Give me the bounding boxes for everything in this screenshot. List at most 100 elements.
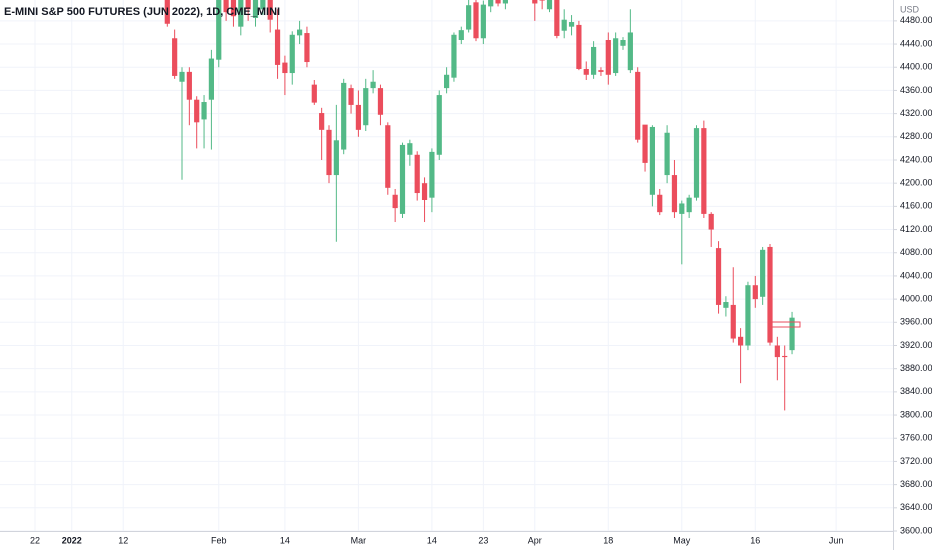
candle-body xyxy=(627,32,633,71)
candle-body xyxy=(466,5,472,30)
candle-body xyxy=(216,0,222,60)
candle-body xyxy=(495,0,501,4)
y-tick-label: 4280.00 xyxy=(900,131,932,141)
x-tick-label: Apr xyxy=(528,535,542,545)
drawing-box xyxy=(771,321,801,328)
candle-body xyxy=(686,197,692,213)
candle-body xyxy=(444,74,450,89)
candle-body xyxy=(576,24,582,69)
candle-body xyxy=(414,154,420,194)
candle-body xyxy=(657,194,663,213)
candle-body xyxy=(649,126,655,195)
y-tick-label: 4080.00 xyxy=(900,247,932,257)
y-tick-label: 4240.00 xyxy=(900,154,932,164)
candle-body xyxy=(370,81,376,89)
candle-body xyxy=(436,95,442,155)
candle-body xyxy=(591,46,597,75)
y-tick-label: 3920.00 xyxy=(900,340,932,350)
candle-body xyxy=(693,128,700,198)
candle-body xyxy=(701,128,707,214)
candle-body xyxy=(164,0,170,24)
x-tick-label: 12 xyxy=(118,535,128,545)
candle-body xyxy=(289,34,295,74)
y-tick-label: 3880.00 xyxy=(900,363,932,373)
y-tick-label: 3760.00 xyxy=(900,433,932,443)
candle-body xyxy=(333,140,339,176)
candle-body xyxy=(377,88,384,115)
candle-body xyxy=(789,317,795,351)
y-tick-label: 3680.00 xyxy=(900,479,932,489)
candle-body xyxy=(546,0,553,10)
x-tick-label: 14 xyxy=(427,535,437,545)
candle-body xyxy=(473,2,479,39)
candle-body xyxy=(598,70,604,72)
candle-body xyxy=(429,151,435,198)
candle-body xyxy=(502,0,508,4)
chart-title: E-MINI S&P 500 FUTURES (JUN 2022), 1D, C… xyxy=(4,6,280,18)
candle-body xyxy=(304,33,310,63)
y-tick-label: 3720.00 xyxy=(900,456,932,466)
y-tick-label: 4360.00 xyxy=(900,85,932,95)
candle-body xyxy=(774,345,780,358)
candle-body xyxy=(297,29,303,36)
candle-body xyxy=(392,194,398,209)
x-tick-label: Mar xyxy=(351,535,367,545)
candle-body xyxy=(399,144,406,214)
candle-body xyxy=(407,143,413,155)
candle-body xyxy=(767,246,773,343)
candle-body xyxy=(451,34,457,78)
candle-body xyxy=(642,124,648,163)
candle-body xyxy=(274,29,281,65)
y-tick-label: 3960.00 xyxy=(900,317,932,327)
candle-body xyxy=(421,183,428,200)
x-tick-label: 2022 xyxy=(62,535,82,545)
candle-body xyxy=(326,129,332,176)
candle-body xyxy=(480,4,486,39)
candle-body xyxy=(201,102,207,120)
y-tick-label: 4400.00 xyxy=(900,62,932,72)
candle-body xyxy=(230,0,237,17)
candle-body xyxy=(605,39,611,75)
candle-body xyxy=(267,0,273,20)
y-tick-label: 4160.00 xyxy=(900,201,932,211)
candle-body xyxy=(679,203,685,214)
y-tick-label: 3640.00 xyxy=(900,502,932,512)
candle-body xyxy=(385,125,391,188)
candle-body xyxy=(554,0,560,36)
candle-body xyxy=(568,22,575,27)
candle-body xyxy=(752,285,758,300)
candle-body xyxy=(172,38,178,76)
candle-body xyxy=(745,285,751,346)
candle-body xyxy=(708,213,714,230)
y-tick-label: 4200.00 xyxy=(900,178,932,188)
candle-body xyxy=(194,99,200,123)
y-tick-label: 4120.00 xyxy=(900,224,932,234)
candle-body xyxy=(715,248,722,305)
candle-body xyxy=(260,0,266,10)
x-tick-label: Feb xyxy=(211,535,227,545)
candle-body xyxy=(458,30,464,40)
y-tick-label: 3800.00 xyxy=(900,409,932,419)
x-tick-label: 18 xyxy=(603,535,613,545)
candle-body xyxy=(179,71,185,82)
candle-body xyxy=(355,104,361,130)
candle-body xyxy=(186,71,192,100)
x-tick-label: May xyxy=(673,535,691,545)
y-tick-label: 4320.00 xyxy=(900,108,932,118)
candles xyxy=(164,0,795,411)
grid xyxy=(0,0,893,532)
x-tick-label: 14 xyxy=(280,535,290,545)
candle-body xyxy=(620,39,626,46)
candle-body xyxy=(252,0,259,18)
candle-body xyxy=(583,68,589,75)
candle-body xyxy=(782,355,788,358)
candle-body xyxy=(730,304,736,339)
candle-body xyxy=(319,113,325,130)
candle-body xyxy=(613,38,619,74)
candle-body xyxy=(671,175,678,213)
candle-body xyxy=(532,0,538,4)
y-tick-label: 4480.00 xyxy=(900,15,932,25)
